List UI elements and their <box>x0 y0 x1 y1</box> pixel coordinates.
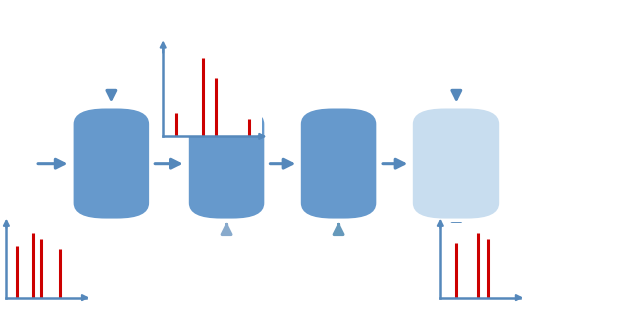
FancyBboxPatch shape <box>189 108 264 219</box>
FancyBboxPatch shape <box>413 108 499 219</box>
FancyBboxPatch shape <box>301 108 376 219</box>
FancyBboxPatch shape <box>74 108 149 219</box>
